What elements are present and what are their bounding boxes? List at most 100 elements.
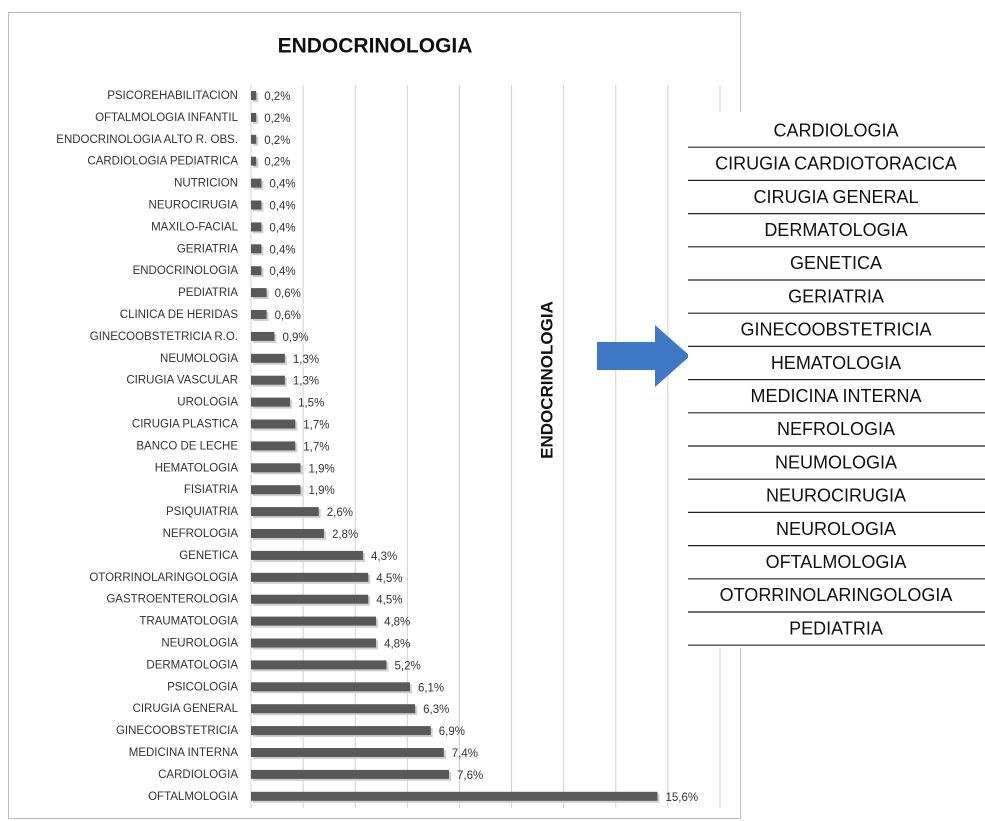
list-item: NEUROCIRUGIA <box>766 486 906 506</box>
bar <box>251 178 262 188</box>
bar <box>251 616 377 626</box>
data-label: 4,3% <box>371 551 397 563</box>
y-tick-label: NUTRICION <box>174 178 238 190</box>
bar <box>251 200 262 210</box>
data-label: 5,2% <box>394 660 420 672</box>
data-label: 0,2% <box>264 113 290 125</box>
annotation: ENDOCRINOLOGIA <box>537 301 556 459</box>
bar <box>251 397 291 407</box>
y-tick-label: GERIATRIA <box>177 243 238 255</box>
bar <box>251 550 364 560</box>
bar <box>251 726 431 736</box>
list-item: NEFROLOGIA <box>777 419 895 439</box>
bar <box>251 134 257 144</box>
data-label: 0,2% <box>264 157 290 169</box>
data-label: 0,4% <box>269 222 295 234</box>
bar <box>251 660 387 670</box>
y-tick-label: DERMATOLOGIA <box>146 659 238 671</box>
y-tick-label: ENDOCRINOLOGIA <box>133 265 239 277</box>
bar <box>251 353 285 363</box>
list-item: HEMATOLOGIA <box>771 353 901 373</box>
y-tick-label: CLINICA DE HERIDAS <box>120 309 239 321</box>
data-label: 1,9% <box>309 485 335 497</box>
y-tick-label: ENDOCRINOLOGIA ALTO R. OBS. <box>56 134 238 146</box>
data-label: 0,4% <box>269 266 295 278</box>
data-label: 1,9% <box>309 463 335 475</box>
data-label: 0,2% <box>264 135 290 147</box>
y-tick-label: CIRUGIA VASCULAR <box>126 375 238 387</box>
list-item: PEDIATRIA <box>789 618 883 638</box>
data-label: 0,6% <box>275 310 301 322</box>
bar <box>251 288 267 298</box>
list-item: CARDIOLOGIA <box>773 120 898 140</box>
data-label: 1,3% <box>293 376 319 388</box>
bar <box>251 375 285 385</box>
y-tick-label: CIRUGIA GENERAL <box>133 703 239 715</box>
bar <box>251 638 377 648</box>
bar <box>251 331 275 341</box>
list-item: MEDICINA INTERNA <box>750 386 921 406</box>
data-label: 0,2% <box>264 91 290 103</box>
y-tick-label: OTORRINOLARINGOLOGIA <box>89 572 238 584</box>
bar <box>251 244 262 254</box>
y-tick-label: GASTROENTEROLOGIA <box>106 594 238 606</box>
list-item: GERIATRIA <box>788 286 884 306</box>
chart-title: ENDOCRINOLOGIA <box>278 35 473 58</box>
list-item: NEUMOLOGIA <box>775 452 897 472</box>
bar <box>251 791 658 801</box>
data-label: 1,5% <box>298 398 324 410</box>
bar <box>251 769 450 779</box>
data-label: 1,3% <box>293 354 319 366</box>
y-tick-label: PSIQUIATRIA <box>166 506 238 518</box>
data-label: 4,8% <box>384 639 410 651</box>
y-tick-label: MEDICINA INTERNA <box>129 747 239 759</box>
data-label: 0,4% <box>269 201 295 213</box>
data-label: 2,8% <box>332 529 358 541</box>
y-tick-label: PSICOLOGIA <box>167 681 238 693</box>
y-tick-label: GENETICA <box>179 550 238 562</box>
data-label: 6,1% <box>418 682 444 694</box>
bar <box>251 91 257 100</box>
y-tick-label: OFTALMOLOGIA <box>148 791 238 803</box>
bar <box>251 529 324 538</box>
y-tick-label: CARDIOLOGIA PEDIATRICA <box>87 156 238 168</box>
y-tick-label: PSICOREHABILITACION <box>107 90 238 102</box>
data-label: 2,6% <box>327 507 353 519</box>
data-label: 4,8% <box>384 617 410 629</box>
bar <box>251 310 267 319</box>
bar <box>251 156 257 166</box>
bar <box>251 704 416 714</box>
list-item: GINECOOBSTETRICIA <box>740 320 931 340</box>
bar <box>251 748 444 757</box>
list-item: CIRUGIA GENERAL <box>753 187 918 207</box>
data-label: 4,5% <box>376 595 402 607</box>
data-label: 1,7% <box>303 441 329 453</box>
list-item: NEUROLOGIA <box>776 519 896 539</box>
data-label: 0,4% <box>269 244 295 256</box>
data-label: 4,5% <box>376 573 402 585</box>
y-tick-label: CARDIOLOGIA <box>158 769 238 781</box>
list-item: CIRUGIA CARDIOTORACICA <box>715 154 957 174</box>
bar <box>251 485 301 495</box>
y-tick-label: GINECOOBSTETRICIA <box>116 725 238 737</box>
y-tick-label: OFTALMOLOGIA INFANTIL <box>95 112 239 124</box>
data-label: 15,6% <box>665 792 698 804</box>
y-tick-label: HEMATOLOGIA <box>155 462 239 474</box>
y-tick-label: FISIATRIA <box>184 484 238 496</box>
y-tick-label: NEUROLOGIA <box>161 638 238 650</box>
list-item: OFTALMOLOGIA <box>766 552 907 572</box>
list-item: GENETICA <box>790 253 882 273</box>
data-label: 6,3% <box>423 704 449 716</box>
bar <box>251 222 262 232</box>
bar <box>251 419 296 429</box>
bar <box>251 572 369 582</box>
y-tick-label: UROLOGIA <box>177 397 238 409</box>
y-tick-label: NEUROCIRUGIA <box>149 200 239 212</box>
y-tick-label: NEUMOLOGIA <box>160 353 238 365</box>
data-label: 6,9% <box>439 726 465 738</box>
y-tick-label: GINECOOBSTETRICIA R.O. <box>90 331 238 343</box>
bar <box>251 507 319 517</box>
bar <box>251 112 257 122</box>
